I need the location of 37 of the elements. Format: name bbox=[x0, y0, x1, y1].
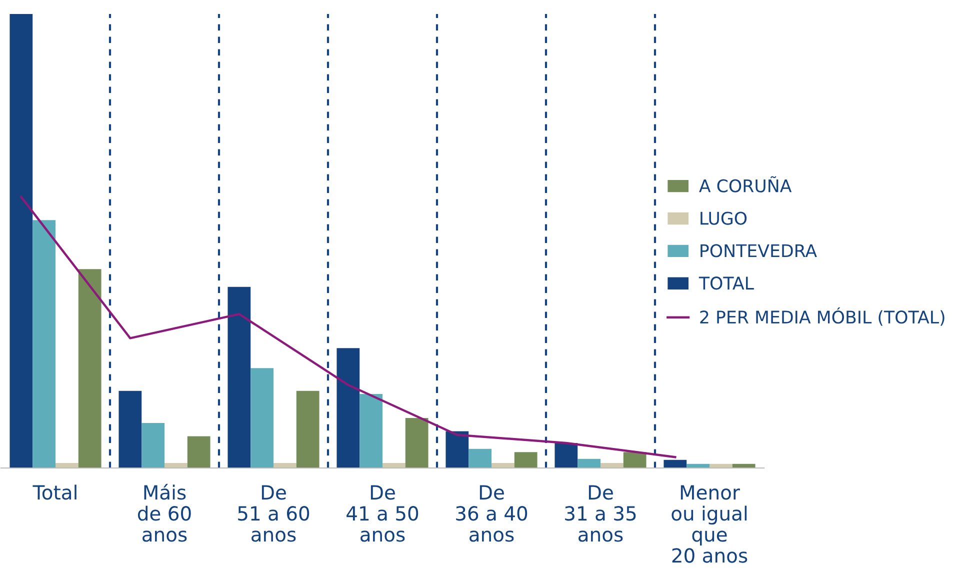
bar bbox=[164, 463, 188, 468]
legend-label: TOTAL bbox=[698, 276, 754, 290]
x-tick-label: Máis de 60 anos bbox=[138, 484, 191, 542]
bar bbox=[578, 458, 600, 468]
x-tick-label: Total bbox=[32, 484, 76, 500]
x-tick-label: Menor ou igual que 20 anos bbox=[672, 485, 748, 563]
bar bbox=[664, 460, 687, 468]
bar bbox=[274, 463, 296, 468]
x-tick-label: De 31 a 35 anos bbox=[565, 485, 636, 542]
x-tick-label: De 51 a 60 anos bbox=[238, 485, 310, 542]
bar bbox=[468, 448, 492, 468]
bar bbox=[492, 463, 514, 468]
bar bbox=[360, 394, 382, 468]
bar bbox=[118, 390, 142, 468]
x-tick-label: De 36 a 40 anos bbox=[456, 485, 528, 542]
bar bbox=[382, 463, 406, 468]
bar bbox=[250, 368, 274, 468]
bar bbox=[446, 431, 469, 468]
bar bbox=[623, 452, 646, 468]
legend-label: PONTEVEDRA bbox=[700, 244, 817, 258]
legend-label: 2 PER MEDIA MÓBIL (TOTAL) bbox=[700, 307, 944, 326]
bar bbox=[405, 418, 428, 468]
x-tick-label: De 41 a 50 anos bbox=[346, 485, 418, 542]
bar bbox=[336, 348, 360, 468]
bar bbox=[228, 286, 251, 468]
bar bbox=[56, 463, 78, 468]
bar bbox=[142, 423, 164, 468]
bar bbox=[10, 14, 33, 468]
bar bbox=[600, 463, 624, 468]
bar bbox=[296, 390, 320, 468]
bar bbox=[78, 269, 102, 468]
bar bbox=[554, 443, 578, 468]
bar bbox=[187, 436, 210, 468]
legend-label: LUGO bbox=[700, 212, 747, 225]
legend-label: A CORUÑA bbox=[699, 176, 792, 192]
bar bbox=[32, 220, 56, 468]
bar bbox=[514, 452, 538, 468]
